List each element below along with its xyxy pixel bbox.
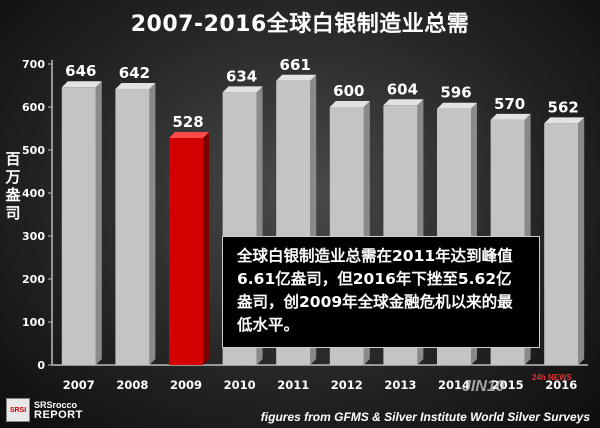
bar-top [544,117,585,124]
logo-line2: REPORT [34,409,83,421]
data-label: 562 [548,98,579,116]
bar-top [329,101,370,107]
bar-side [578,117,585,365]
logo-text: SRSrocco REPORT [34,400,83,421]
source-note: figures from GFMS & Silver Institute Wor… [260,410,590,424]
x-tick-label: 2009 [170,378,202,392]
bar-top [222,86,263,93]
bar-side [149,82,156,365]
bar [169,137,203,365]
watermark: JIN10 [462,378,505,395]
bar-top [61,81,102,88]
bar-top [276,74,317,81]
y-tick-label: 200 [22,273,45,286]
bar-side [203,131,209,365]
x-tick-label: 2008 [116,378,148,392]
y-tick-label: 0 [37,359,45,372]
bar [61,87,96,365]
x-tick-label: 2013 [384,378,416,392]
data-label: 604 [387,80,418,98]
bar-top [115,82,156,89]
x-tick-label: 2012 [331,378,363,392]
data-label: 570 [494,95,525,113]
data-label: 596 [440,84,471,102]
y-tick-label: 600 [22,101,45,114]
chart-title: 2007-2016全球白银制造业总需 [130,12,470,37]
x-tick-label: 2014 [438,378,470,392]
bar-top [437,102,477,109]
logo: SRSI SRSrocco REPORT [6,398,83,422]
data-label: 634 [226,67,257,85]
x-tick-label: 2011 [277,378,309,392]
y-tick-label: 500 [22,144,45,157]
watermark-tag: 24h NEWS [532,373,573,382]
y-tick-label: 100 [22,316,45,329]
logo-line1: SRSrocco [34,400,78,410]
data-label: 600 [333,82,364,100]
data-label: 642 [119,64,150,82]
y-tick-label: 700 [22,58,45,71]
annotation-text: 全球白银制造业总需在2011年达到峰值6.61亿盎司，但2016年下挫至5.62… [237,247,513,334]
annotation-box: 全球白银制造业总需在2011年达到峰值6.61亿盎司，但2016年下挫至5.62… [222,236,540,348]
bar-top [169,131,209,138]
bar-side [95,81,102,365]
bar-top [490,113,531,120]
data-label: 646 [65,62,96,80]
x-tick-label: 2007 [63,378,95,392]
x-tick-label: 2016 [545,378,577,392]
data-label: 661 [280,56,311,74]
bar [544,123,579,365]
y-tick-label: 400 [22,187,45,200]
data-label: 528 [172,113,203,131]
bar [115,88,150,365]
y-axis-label: 百万盎司 [5,150,21,222]
y-tick-label: 300 [22,230,45,243]
x-tick-label: 2010 [224,378,256,392]
x-tick-label: 2015 [492,378,524,392]
logo-mark: SRSI [6,398,30,422]
bar-top [383,99,424,106]
